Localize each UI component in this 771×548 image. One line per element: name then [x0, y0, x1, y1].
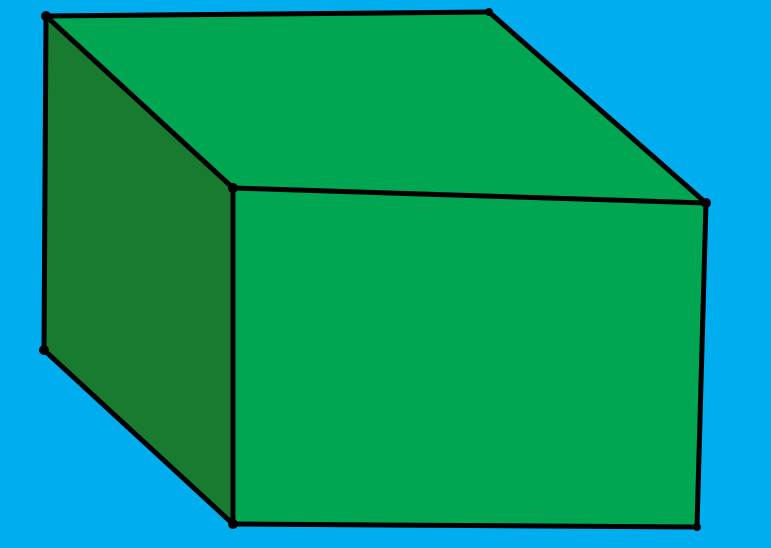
vertex [41, 11, 51, 21]
front-face [233, 188, 706, 527]
edge-top-left [43, 13, 236, 191]
edge-front-right-vertical [694, 200, 709, 530]
cube-edges [41, 9, 709, 530]
vertex [228, 519, 238, 529]
vertex [693, 523, 701, 531]
cube-vertices [39, 8, 711, 531]
edge-left-back-vertical [41, 13, 49, 353]
vertex [39, 345, 49, 355]
edge-top-front [230, 185, 709, 206]
edge-left-bottom [41, 347, 236, 527]
edge-top-back [43, 9, 492, 19]
edge-top-right [486, 9, 709, 206]
vertex [485, 8, 493, 16]
edge-front-bottom [230, 521, 700, 530]
vertex [701, 198, 711, 208]
vertex [228, 183, 238, 193]
